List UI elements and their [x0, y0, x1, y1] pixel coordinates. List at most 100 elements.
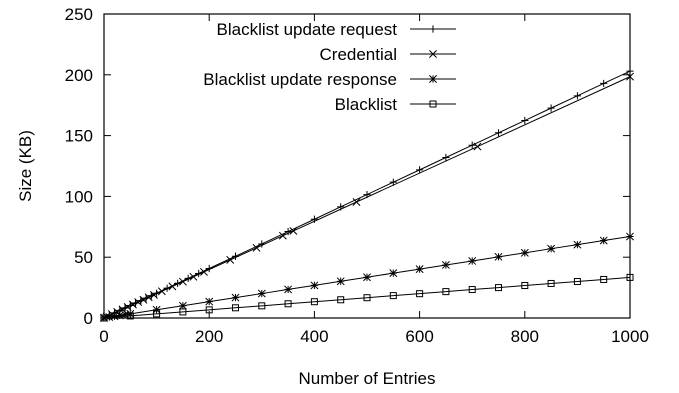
x-tick-label: 600	[405, 327, 433, 346]
data-point	[495, 284, 502, 292]
data-point	[547, 104, 555, 112]
data-point	[152, 305, 161, 314]
legend-label: Credential	[320, 45, 398, 64]
data-point	[337, 296, 345, 304]
data-point	[257, 289, 266, 298]
data-point	[520, 248, 529, 257]
data-point	[205, 297, 214, 306]
data-point	[199, 267, 208, 276]
y-tick-label: 0	[84, 309, 93, 328]
data-point	[363, 294, 371, 302]
data-point	[226, 255, 235, 264]
data-point	[178, 301, 187, 310]
data-point	[134, 298, 143, 307]
legend-entry: Blacklist update response	[203, 70, 456, 89]
data-point	[258, 302, 266, 310]
legend-entry: Blacklist	[335, 95, 456, 114]
plot-frame	[103, 13, 631, 319]
data-point	[232, 304, 239, 312]
data-point	[442, 288, 450, 296]
legend-marker	[429, 75, 437, 83]
data-point	[600, 79, 608, 88]
data-point	[599, 236, 608, 245]
data-point	[473, 142, 482, 151]
data-point	[494, 129, 503, 137]
legend-label: Blacklist update response	[203, 70, 397, 89]
data-point	[179, 308, 187, 316]
data-point	[139, 295, 148, 304]
data-point	[442, 153, 450, 162]
data-point	[144, 293, 153, 302]
legend-marker	[429, 50, 437, 58]
data-point	[389, 269, 398, 278]
data-point	[573, 240, 582, 249]
data-point	[284, 227, 292, 236]
data-point	[352, 198, 361, 206]
data-point	[521, 116, 529, 125]
data-point	[110, 312, 119, 321]
x-tick-label: 800	[511, 327, 539, 346]
series-star	[100, 232, 634, 322]
data-point	[415, 265, 424, 274]
data-point	[626, 67, 634, 75]
data-point	[126, 309, 135, 318]
data-point	[416, 290, 424, 298]
x-tick-label: 1000	[611, 327, 649, 346]
data-point	[626, 273, 634, 281]
data-point	[284, 300, 292, 308]
data-point	[468, 141, 476, 149]
legend-label: Blacklist update request	[217, 20, 398, 39]
data-point	[105, 313, 114, 321]
data-point	[521, 282, 529, 290]
data-point	[157, 287, 166, 296]
data-point	[573, 278, 581, 286]
data-point	[310, 281, 319, 290]
data-point	[128, 300, 137, 309]
series-layer	[100, 67, 634, 322]
data-point	[115, 311, 124, 320]
data-point	[626, 72, 634, 81]
data-point	[626, 232, 634, 241]
legend-entry: Blacklist update request	[217, 20, 456, 39]
data-point	[168, 282, 177, 291]
legend-entry: Credential	[320, 45, 456, 64]
data-point	[441, 261, 450, 269]
data-point	[468, 286, 476, 294]
x-axis-title: Number of Entries	[299, 369, 436, 388]
data-point	[310, 298, 318, 306]
legend-label: Blacklist	[335, 95, 398, 114]
y-tick-label: 250	[65, 5, 93, 24]
data-point	[600, 275, 608, 283]
data-point	[468, 257, 477, 265]
y-tick-label: 50	[74, 248, 93, 267]
data-point	[252, 243, 261, 252]
series-cross	[100, 72, 634, 322]
data-point	[121, 310, 129, 319]
data-point	[547, 244, 556, 253]
legend-marker	[429, 100, 437, 108]
data-point	[289, 226, 298, 235]
data-point	[284, 285, 293, 294]
series-line	[103, 276, 631, 319]
data-point	[178, 277, 187, 286]
data-point	[494, 252, 503, 261]
y-axis-title: Size (KB)	[16, 130, 35, 202]
legend-marker	[429, 25, 437, 33]
data-point	[205, 306, 213, 314]
data-point	[336, 277, 345, 286]
data-point	[416, 166, 424, 174]
data-point	[100, 314, 108, 322]
x-tick-label: 200	[195, 327, 223, 346]
data-point	[278, 231, 287, 240]
data-point	[123, 302, 132, 311]
data-point	[189, 272, 198, 281]
data-point	[389, 292, 397, 300]
data-point	[150, 290, 158, 299]
data-point	[153, 310, 161, 318]
data-point	[363, 273, 371, 282]
x-tick-label: 400	[300, 327, 328, 346]
y-tick-label: 200	[65, 66, 93, 85]
legend: Blacklist update request Credential Blackl…	[203, 20, 456, 114]
data-point	[126, 312, 134, 320]
